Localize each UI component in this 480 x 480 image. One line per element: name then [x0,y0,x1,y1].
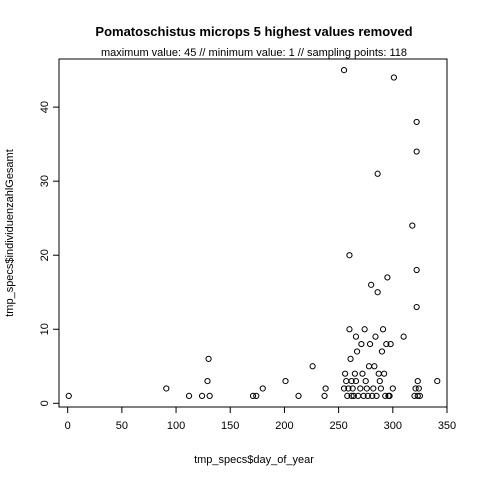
x-tick-label: 200 [275,420,293,432]
data-points [65,67,441,399]
data-point [359,370,366,377]
data-point [351,370,358,377]
data-point [366,340,374,348]
data-point [413,303,420,311]
data-point [198,392,206,399]
y-tick-label: 30 [39,175,51,187]
data-point [347,355,354,362]
data-point [389,385,396,392]
data-point [412,385,419,392]
x-tick-label: 0 [65,420,71,432]
data-point [309,363,316,370]
data-point [376,377,383,385]
chart-title: Pomatoschistus microps 5 highest values … [95,24,412,39]
y-tick-label: 40 [39,101,51,113]
x-tick-label: 100 [167,420,185,432]
data-point [381,370,388,377]
data-point [414,377,421,385]
x-tick-label: 50 [116,420,128,432]
data-point [204,377,211,385]
data-point [384,274,391,281]
data-point [379,326,387,333]
data-point [259,385,266,392]
x-tick-label: 250 [329,420,347,432]
data-point [372,333,379,340]
data-point [352,377,360,385]
data-point [321,392,328,399]
data-point [361,326,368,333]
data-point [414,392,421,399]
data-point [344,392,351,399]
data-point [345,385,352,392]
data-point [346,252,353,259]
data-point [378,348,386,355]
data-point [348,392,355,399]
data-point [369,392,376,399]
data-point [65,392,72,399]
data-point [348,377,355,385]
data-point [434,377,441,385]
data-point [342,370,349,377]
data-point [400,333,407,340]
data-point [363,385,370,392]
data-point [413,118,420,126]
data-point [415,385,422,392]
y-axis-label: tmp_specs$individuenzahlGesamt [4,149,16,317]
data-point [370,385,377,392]
y-tick-label: 10 [39,323,51,335]
data-point [413,266,420,274]
data-point [253,392,260,399]
data-point [340,385,348,392]
data-point [295,392,302,399]
data-point [413,148,420,155]
data-point [205,355,212,362]
data-point [365,363,373,370]
data-point [358,340,365,348]
data-point [374,170,381,177]
data-point [377,385,384,392]
data-point [373,392,380,399]
y-tick-label: 0 [39,400,51,406]
y-axis: 0 10 20 30 40 [39,101,60,406]
plot-frame [58,58,448,408]
data-point [386,392,393,399]
data-point [362,377,369,385]
data-point [357,385,364,392]
data-point [343,377,350,385]
data-point [409,222,416,229]
data-point [349,385,356,392]
data-point [322,385,329,392]
x-tick-label: 300 [384,420,402,432]
data-point [371,363,378,370]
data-point [382,392,389,399]
data-point [416,392,424,399]
data-point [249,392,257,399]
data-point [340,67,348,74]
data-point [185,392,193,399]
data-point [383,340,390,348]
y-tick-label: 20 [39,249,51,261]
chart-subtitle: maximum value: 45 // minimum value: 1 //… [101,47,407,59]
data-point [350,392,357,399]
data-point [375,370,382,377]
x-axis-label: tmp_specs$day_of_year [194,454,314,466]
data-point [163,385,170,392]
data-point [364,392,371,399]
data-point [346,326,353,333]
x-tick-label: 150 [221,420,239,432]
x-axis: 0 50 100 150 200 250 300 350 [65,406,456,432]
data-point [390,74,397,81]
data-point [352,333,360,340]
data-point [353,348,361,355]
data-point [282,377,289,385]
x-tick-label: 350 [438,420,456,432]
data-point [387,340,394,348]
data-point [374,289,381,296]
data-point [368,281,375,288]
data-point [360,392,367,399]
data-point [206,392,213,399]
